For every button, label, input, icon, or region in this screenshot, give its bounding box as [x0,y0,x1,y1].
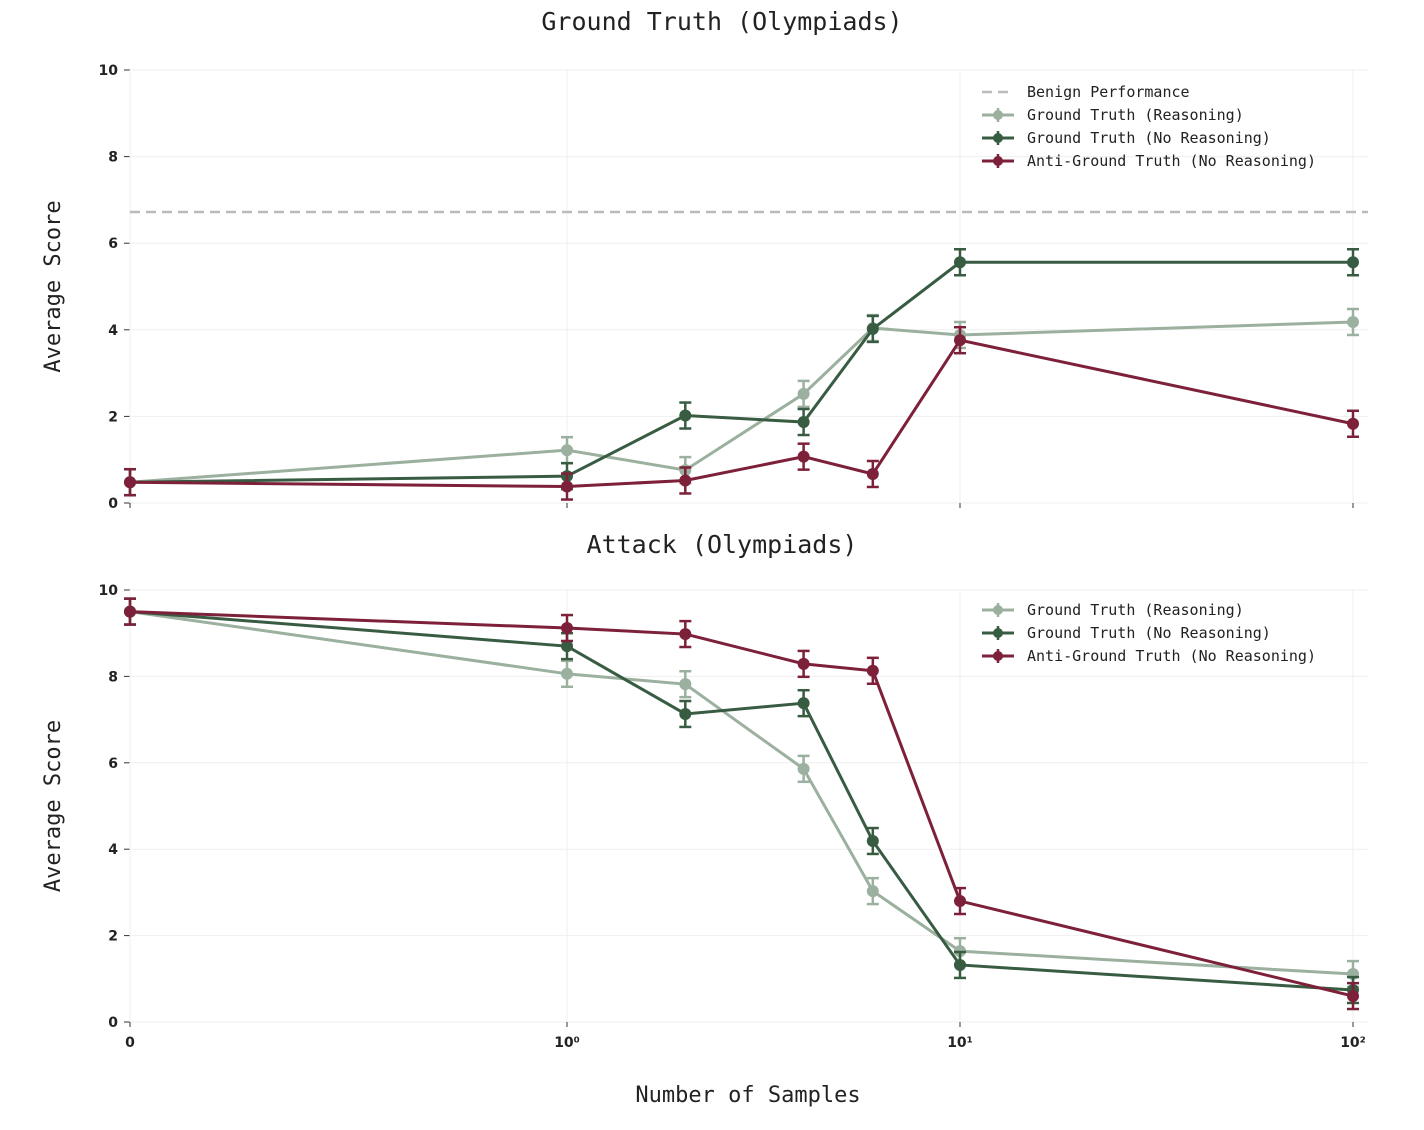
legend: Ground Truth (Reasoning) Ground Truth (No… [982,601,1316,665]
x-tick-label: 10⁰ [554,1035,580,1051]
y-tick-label: 4 [108,323,118,339]
data-point [866,467,879,480]
series-line [129,260,1353,484]
y-axis-label: Average Score [41,200,66,372]
y-tick-label: 4 [108,842,118,858]
series-anti [124,597,1359,1011]
y-tick-label: 10 [99,583,119,599]
legend-label: Ground Truth (Reasoning) [1027,106,1244,124]
data-point [954,256,966,269]
data-point [679,678,692,691]
y-tick-label: 6 [108,756,118,772]
x-tick-label: 10² [1340,1035,1366,1051]
data-point [124,605,136,618]
data-point [561,480,573,493]
x-tick-label: 10¹ [947,1035,973,1051]
legend-marker-icon [993,133,1003,143]
data-point [797,450,810,463]
series-reasoning [124,307,1359,497]
chart-title: Ground Truth (Olympiads) [541,7,902,36]
data-point [954,958,966,971]
data-point [797,387,810,400]
legend-label: Ground Truth (No Reasoning) [1027,129,1271,147]
panel-2: 0 2 4 6 8 10 0 10⁰ 10¹ 10² Attack (Olympiads) Avera… [41,530,1368,1108]
series-no-reasoning [124,597,1359,1005]
legend-marker-icon [993,156,1003,166]
y-tick-label: 0 [108,1015,118,1031]
series-anti [124,325,1359,501]
data-point [797,416,810,429]
series-line [129,610,1354,992]
data-point [679,474,692,487]
legend-label: Anti-Ground Truth (No Reasoning) [1027,647,1316,665]
series-no-reasoning [124,248,1359,497]
data-point [679,628,692,641]
y-tick-label: 2 [108,929,118,945]
data-point [866,322,879,335]
series-line [129,320,1354,484]
panel-1: 0 2 4 6 8 10 Ground Truth (Olympiads) Average S… [41,7,1368,512]
chart-title: Attack (Olympiads) [587,530,858,559]
legend-marker-icon [993,628,1003,638]
legend-label: Benign Performance [1027,83,1190,101]
y-tick-label: 8 [108,150,118,166]
legend-marker-icon [993,605,1003,615]
legend-label: Ground Truth (No Reasoning) [1027,624,1271,642]
data-point [561,444,573,457]
data-point [954,334,966,347]
y-tick-label: 2 [108,409,118,425]
data-point [866,885,879,898]
y-tick-label: 0 [108,496,118,512]
data-point [679,707,692,720]
data-point [561,622,573,635]
x-axis-label: Number of Samples [635,1083,860,1108]
data-point [797,697,810,710]
data-point [797,762,810,775]
y-tick-label: 10 [99,63,119,79]
series-line [129,338,1354,489]
legend-marker-icon [993,651,1003,661]
data-point [1347,990,1359,1003]
data-point [1347,417,1359,430]
series-line [129,610,1354,998]
legend: Benign Performance Ground Truth (Reasonin… [982,83,1316,170]
x-tick-label: 0 [125,1035,135,1051]
y-axis-label: Average Score [41,720,66,892]
legend-label: Anti-Ground Truth (No Reasoning) [1027,152,1316,170]
data-point [797,657,810,670]
data-point [954,895,966,908]
data-point [561,667,573,680]
y-tick-label: 8 [108,669,118,685]
series-line [129,610,1354,976]
data-point [124,476,136,489]
data-point [1347,256,1359,269]
legend-marker-icon [993,110,1003,120]
data-point [866,834,879,847]
data-point [561,640,573,653]
data-point [1347,316,1359,329]
legend-label: Ground Truth (Reasoning) [1027,601,1244,619]
data-point [866,664,879,677]
data-point [679,409,692,422]
y-tick-label: 6 [108,236,118,252]
